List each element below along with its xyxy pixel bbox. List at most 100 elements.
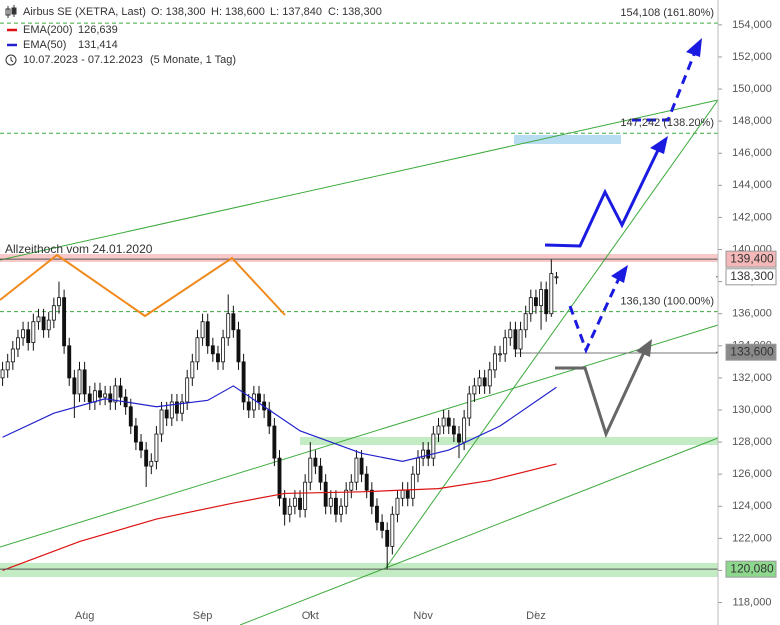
zones xyxy=(0,135,718,577)
trend-line xyxy=(384,99,719,570)
legend-value: 131,414 xyxy=(78,39,118,51)
ohlc-label: C: 138,300 xyxy=(328,6,382,18)
candle-body xyxy=(477,377,482,387)
candle-body xyxy=(87,393,92,403)
y-tick-label: 128,000 xyxy=(732,436,772,448)
candle-body xyxy=(369,489,374,507)
support-zone xyxy=(0,563,718,577)
y-tick-label: 136,000 xyxy=(732,308,772,320)
candle-body xyxy=(77,369,82,395)
candle-body xyxy=(72,377,77,395)
candle-body xyxy=(533,297,538,307)
legend-label: EMA(200) xyxy=(23,24,73,36)
trend-lines xyxy=(0,99,719,625)
candle-body xyxy=(118,385,123,398)
legend-label: EMA(50) xyxy=(23,39,66,51)
candle-body xyxy=(482,377,487,387)
candle-body xyxy=(246,401,251,411)
candle-body xyxy=(498,353,502,356)
candle-body xyxy=(164,409,169,419)
date-range: 10.07.2023 - 07.12.2023 xyxy=(23,54,143,66)
header: Airbus SE (XETRA, Last) O: 138,300 H: 13… xyxy=(5,5,382,66)
candle-body xyxy=(190,361,195,379)
candle-body xyxy=(98,390,102,398)
candle-body xyxy=(359,457,364,475)
ohlc-label: L: 137,840 xyxy=(270,6,322,18)
candle-body xyxy=(216,353,220,363)
trend-line xyxy=(0,99,719,261)
candle-body xyxy=(257,393,261,403)
candle-body xyxy=(405,489,410,499)
candle-body xyxy=(385,529,390,547)
candle-body xyxy=(251,393,256,411)
ohlc-label: O: 138,300 xyxy=(151,6,205,18)
candle-body xyxy=(169,401,174,419)
candle-body xyxy=(539,289,544,307)
candle-body xyxy=(446,417,451,427)
candle-body xyxy=(144,449,149,467)
candle-body xyxy=(133,425,138,443)
candle-body xyxy=(426,449,431,459)
candle-body xyxy=(205,321,210,347)
candle-body xyxy=(436,425,441,435)
labels: 154,108 (161.80%) 147,242 (138.20%) 136,13… xyxy=(7,7,777,578)
arrow-head xyxy=(650,136,668,154)
candle-body xyxy=(108,393,113,403)
ath-zone xyxy=(0,254,718,262)
candle-body xyxy=(236,329,241,363)
trend-line xyxy=(239,437,719,625)
price-data xyxy=(0,258,718,572)
candle-icon xyxy=(5,5,17,18)
y-tick-label: 126,000 xyxy=(732,468,772,480)
price-box-label: 138,300 xyxy=(730,269,774,283)
candle-body xyxy=(503,337,508,355)
candle-body xyxy=(313,457,318,467)
y-tick-label: 148,000 xyxy=(732,115,772,127)
scenario-arrow xyxy=(544,145,662,248)
candle-body xyxy=(354,457,359,483)
candle-body xyxy=(277,457,282,499)
candle-body xyxy=(554,276,559,279)
trend-line xyxy=(0,324,719,548)
arrow-head xyxy=(636,339,652,357)
x-tick-label: Aug xyxy=(75,610,95,622)
price-box-label: 139,400 xyxy=(730,251,774,265)
candle-body xyxy=(416,457,420,475)
zigzag xyxy=(0,253,286,318)
candle-body xyxy=(154,433,159,462)
candle-body xyxy=(349,481,354,491)
candle-body xyxy=(364,473,369,491)
candle-body xyxy=(57,297,61,307)
candle-body xyxy=(472,385,477,395)
clock-icon xyxy=(5,54,17,66)
candle-body xyxy=(518,329,523,350)
candle-body xyxy=(523,313,528,331)
candle-body xyxy=(21,329,26,339)
candle-body xyxy=(226,313,231,339)
candle-body xyxy=(492,353,497,371)
candle-body xyxy=(380,521,385,531)
y-tick-label: 142,000 xyxy=(732,211,772,223)
candle-body xyxy=(31,321,36,343)
x-tick-label: Okt xyxy=(302,610,319,622)
candle-body xyxy=(67,345,72,379)
target-zone xyxy=(514,135,621,144)
candle-body xyxy=(16,337,20,350)
candle-body xyxy=(431,433,436,459)
ohlc-label: H: 138,600 xyxy=(211,6,265,18)
y-tick-label: 146,000 xyxy=(732,147,772,159)
scenario-arrow xyxy=(568,275,622,354)
candle-body xyxy=(36,316,41,323)
candle-body xyxy=(344,489,349,507)
candle-body xyxy=(231,313,236,331)
candle-body xyxy=(308,457,313,483)
candle-body xyxy=(410,473,415,499)
scenario-arrow xyxy=(632,51,697,122)
candle-body xyxy=(513,329,518,350)
candle-body xyxy=(159,409,164,435)
candle-body xyxy=(128,406,133,427)
fib-label: 154,108 (161.80%) xyxy=(620,7,714,19)
drawings xyxy=(0,38,702,439)
